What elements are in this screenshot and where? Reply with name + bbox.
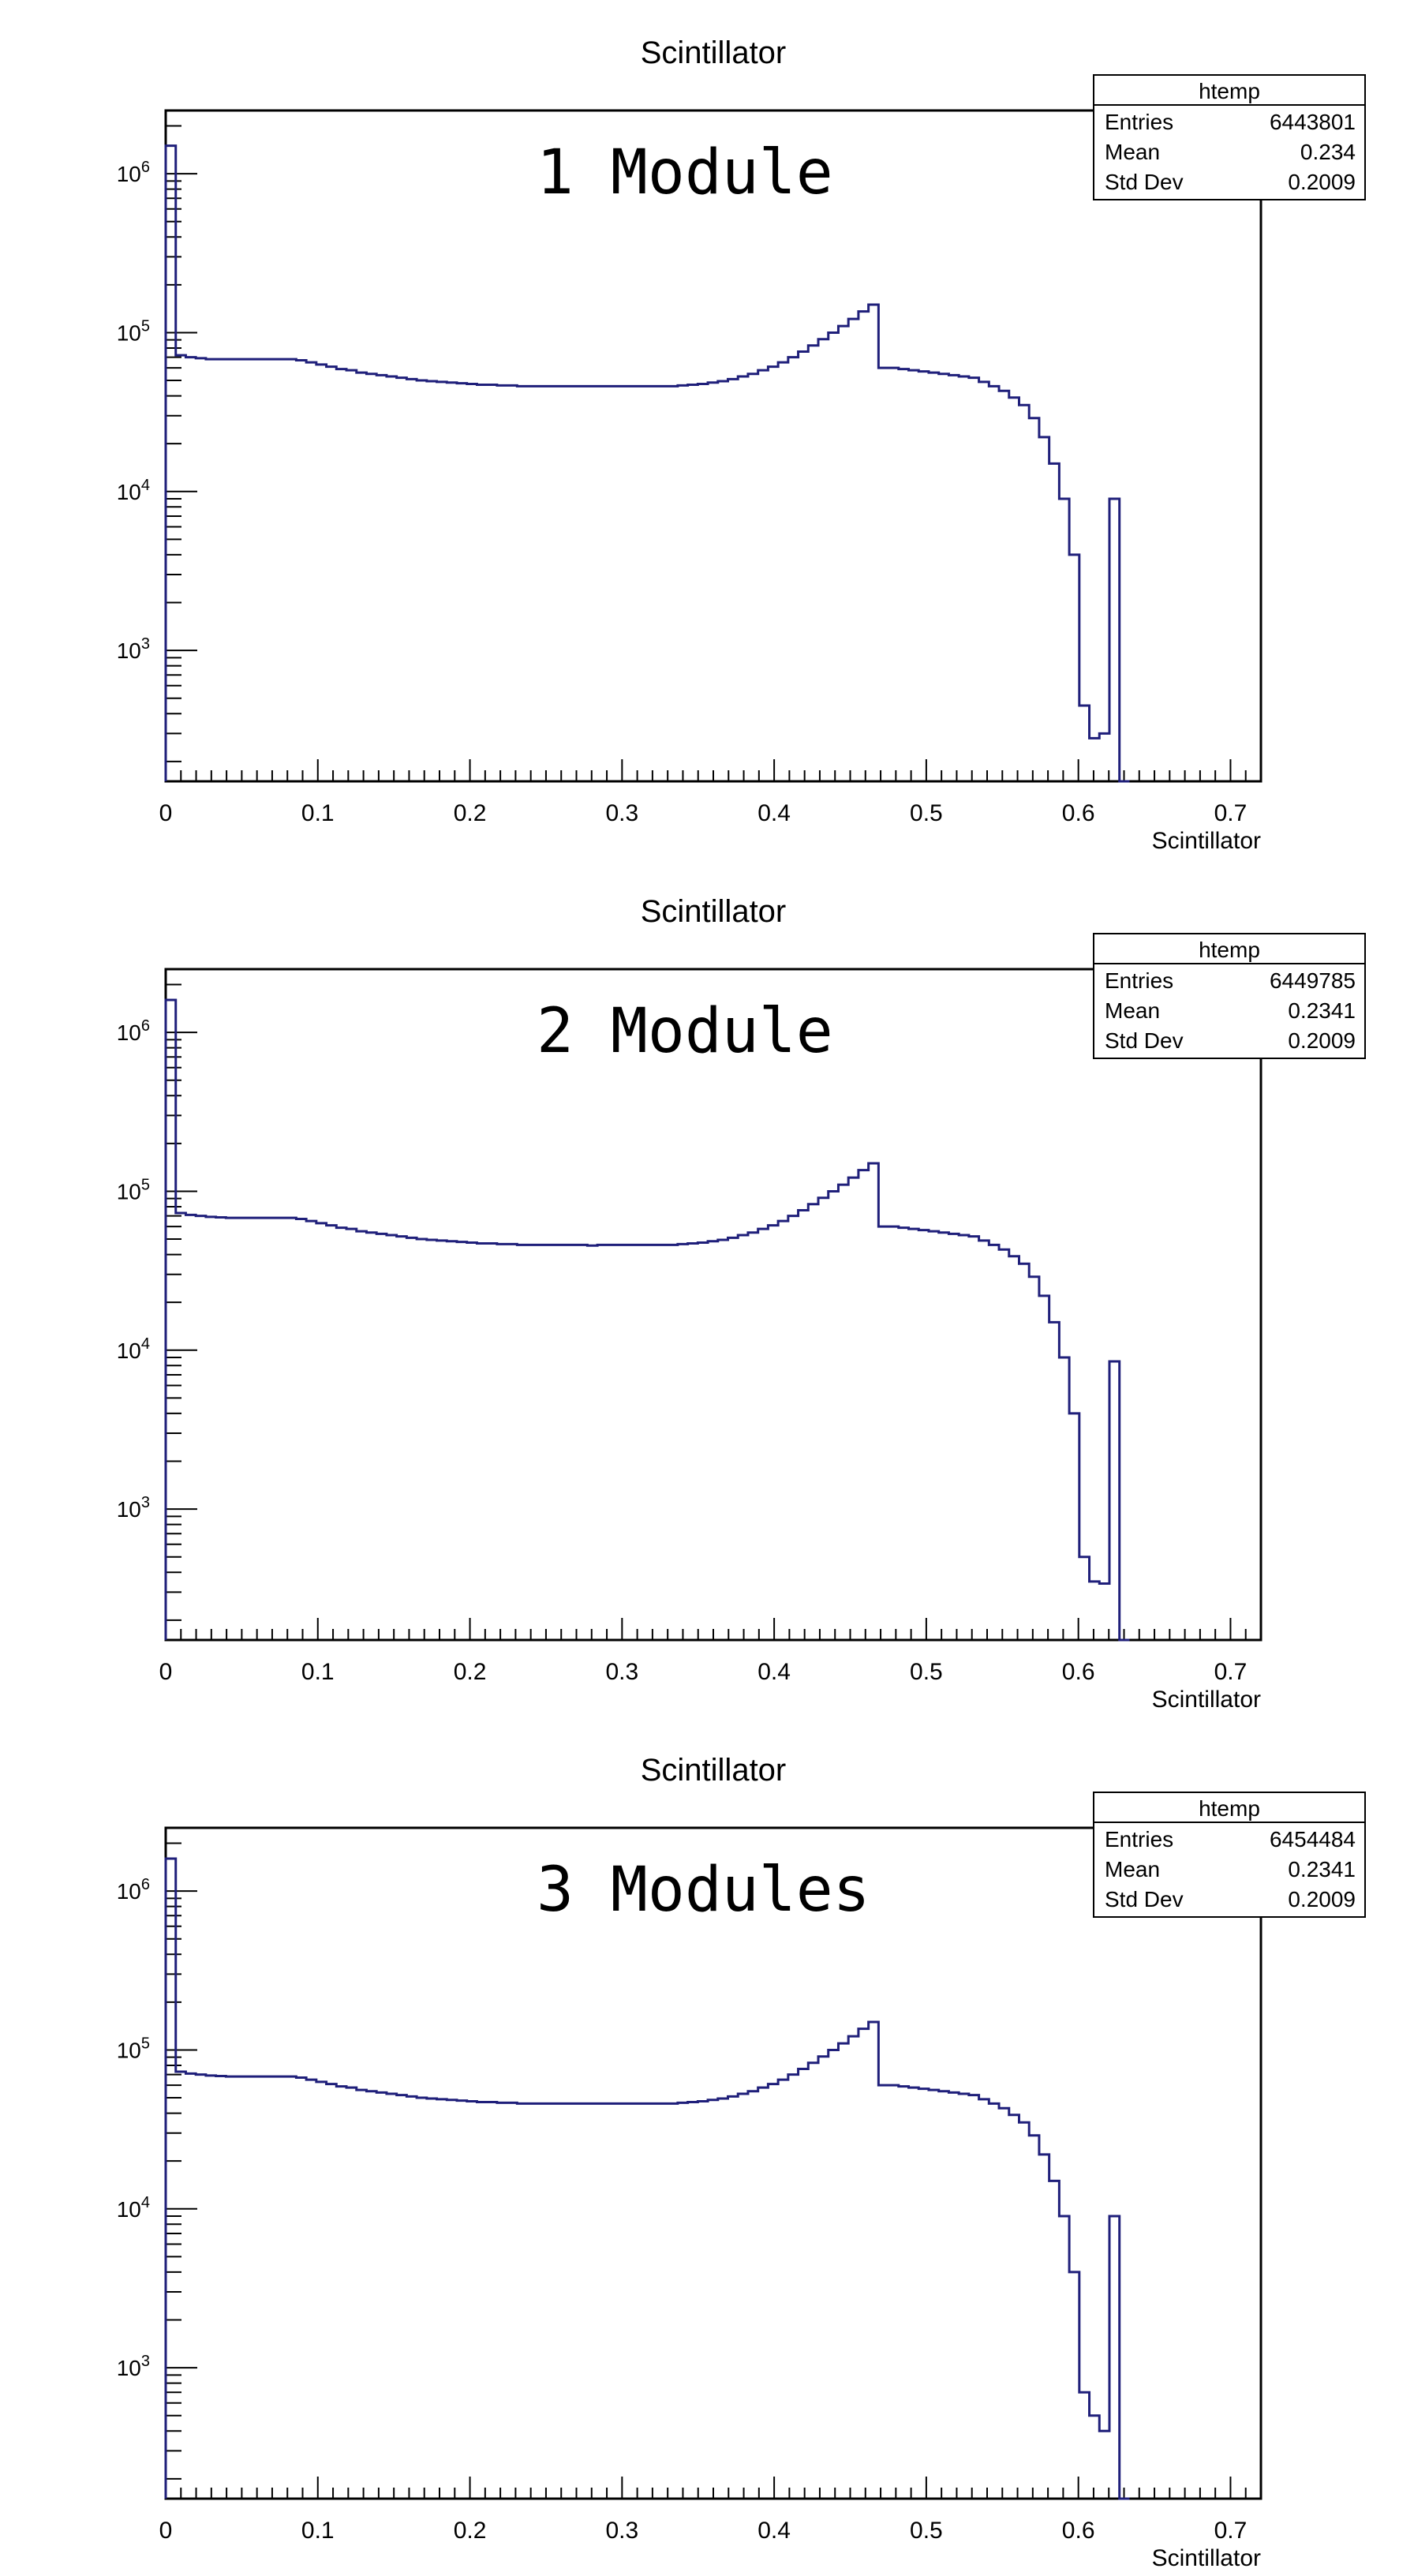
plot-frame: [164, 1826, 1262, 2500]
x-tick-label: 0.5: [910, 1659, 943, 1685]
y-tick-label: 106: [117, 159, 150, 186]
stats-row-label: Entries: [1105, 968, 1173, 993]
x-tick-label: 0.4: [758, 800, 791, 826]
x-axis-label: Scintillator: [1152, 2545, 1261, 2571]
stats-header: htemp: [1199, 938, 1260, 962]
chart-title: Scintillator: [641, 36, 787, 70]
x-tick-label: 0.5: [910, 2518, 943, 2544]
stats-box: htemp Entries 6443801 Mean 0.234 Std Dev 0.200…: [1093, 74, 1366, 200]
x-tick-label: 0.2: [454, 800, 487, 826]
stats-row-label: Entries: [1105, 110, 1173, 134]
x-tick-label: 0.1: [301, 800, 335, 826]
stats-row-value: 0.2009: [1288, 1028, 1356, 1053]
stats-box: htemp Entries 6454484 Mean 0.2341 Std Dev 0.20…: [1093, 1792, 1366, 1918]
x-tick-label: 0.7: [1214, 800, 1248, 826]
y-tick-label: 106: [117, 1876, 150, 1904]
plot-frame: [164, 109, 1262, 783]
chart-title: Scintillator: [641, 1753, 787, 1788]
x-tick-label: 0.6: [1062, 2518, 1095, 2544]
x-tick-label: 0.7: [1214, 1659, 1248, 1685]
stats-row-value: 0.2341: [1288, 1857, 1356, 1881]
x-tick-label: 0.6: [1062, 1659, 1095, 1685]
stats-row-value: 0.2009: [1288, 170, 1356, 194]
x-tick-label: 0: [159, 2518, 173, 2544]
y-tick-label: 103: [117, 2353, 150, 2380]
histogram-line: [164, 1857, 1130, 2500]
x-tick-label: 0: [159, 1659, 173, 1685]
stats-row-value: 6443801: [1270, 110, 1356, 134]
x-tick-label: 0.2: [454, 2518, 487, 2544]
stats-box: htemp Entries 6449785 Mean 0.2341 Std Dev 0.20…: [1093, 933, 1366, 1059]
x-tick-label: 0.4: [758, 2518, 791, 2544]
x-tick-label: 0.6: [1062, 800, 1095, 826]
stats-row-value: 0.234: [1300, 140, 1356, 164]
stats-row-label: Mean: [1105, 998, 1160, 1023]
histogram-line: [164, 998, 1130, 1642]
chart-title: Scintillator: [641, 894, 787, 929]
x-tick-label: 0.1: [301, 2518, 335, 2544]
plot-frame: [164, 968, 1262, 1642]
histogram-line: [164, 144, 1130, 783]
y-tick-label: 105: [117, 2035, 150, 2062]
stats-row-label: Std Dev: [1105, 170, 1184, 194]
stats-row-value: 0.2009: [1288, 1887, 1356, 1911]
stats-row-value: 6449785: [1270, 968, 1356, 993]
stats-header: htemp: [1199, 1796, 1260, 1821]
x-tick-label: 0.1: [301, 1659, 335, 1685]
y-tick-label: 106: [117, 1017, 150, 1045]
x-axis-label: Scintillator: [1152, 828, 1261, 854]
stats-box-frame: [1093, 933, 1366, 1059]
stats-row-label: Mean: [1105, 140, 1160, 164]
overlay-label: 3 Modules: [537, 1855, 870, 1926]
stats-box-frame: [1093, 1792, 1366, 1918]
y-tick-label: 105: [117, 1176, 150, 1204]
x-tick-label: 0.4: [758, 1659, 791, 1685]
y-tick-label: 104: [117, 477, 150, 504]
y-tick-label: 105: [117, 317, 150, 345]
x-tick-label: 0.5: [910, 800, 943, 826]
stats-row-label: Entries: [1105, 1827, 1173, 1852]
stats-box-frame: [1093, 74, 1366, 200]
x-tick-label: 0.3: [605, 1659, 638, 1685]
stats-row-label: Std Dev: [1105, 1887, 1184, 1911]
overlay-label: 1 Module: [537, 137, 833, 208]
x-tick-label: 0: [159, 800, 173, 826]
stats-row-label: Std Dev: [1105, 1028, 1184, 1053]
x-tick-label: 0.3: [605, 2518, 638, 2544]
x-tick-label: 0.3: [605, 800, 638, 826]
stats-row-label: Mean: [1105, 1857, 1160, 1881]
x-tick-label: 0.2: [454, 1659, 487, 1685]
x-axis-label: Scintillator: [1152, 1687, 1261, 1713]
y-tick-label: 103: [117, 635, 150, 663]
stats-header: htemp: [1199, 79, 1260, 103]
y-tick-label: 103: [117, 1494, 150, 1522]
y-tick-label: 104: [117, 2194, 150, 2222]
y-tick-label: 104: [117, 1335, 150, 1363]
overlay-label: 2 Module: [537, 996, 833, 1067]
stats-row-value: 6454484: [1270, 1827, 1356, 1852]
x-tick-label: 0.7: [1214, 2518, 1248, 2544]
stats-row-value: 0.2341: [1288, 998, 1356, 1023]
